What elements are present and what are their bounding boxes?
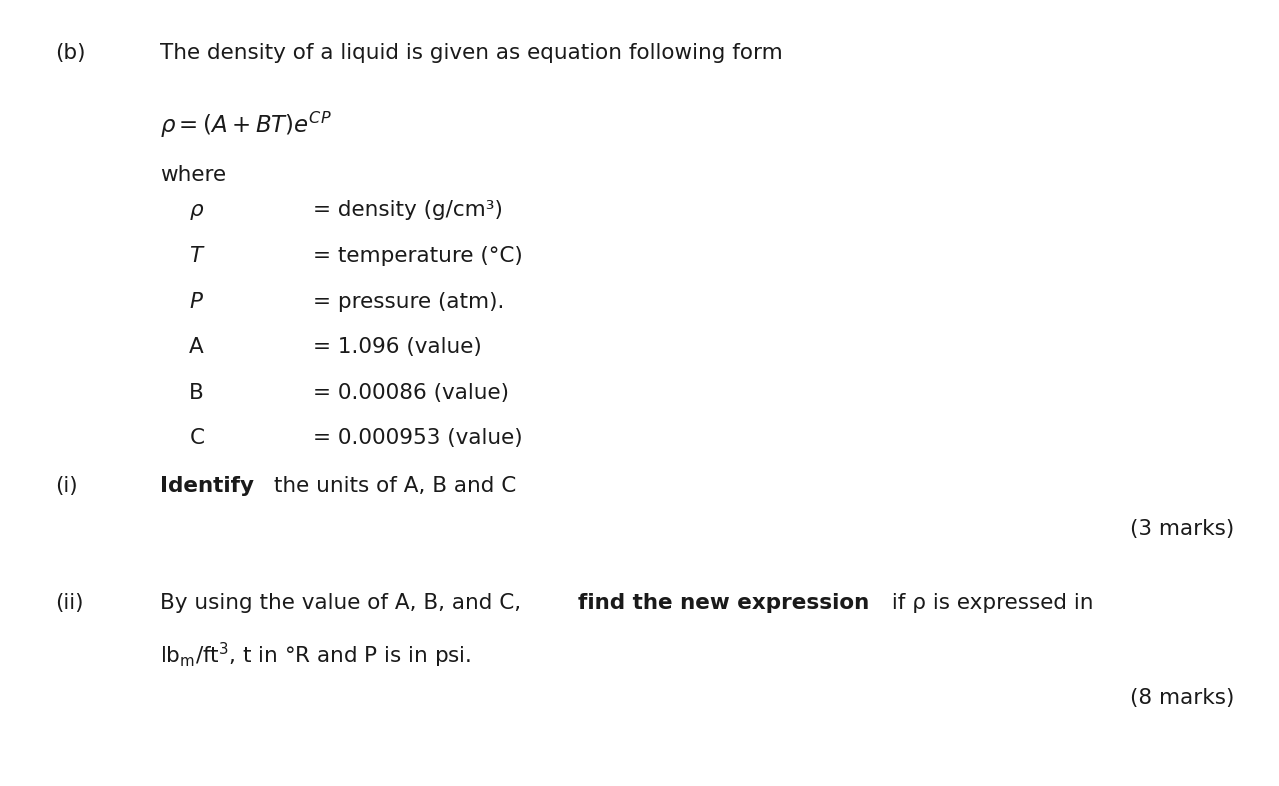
Text: P: P [189,292,202,311]
Text: = pressure (atm).: = pressure (atm). [313,292,505,311]
Text: $\rho = (A + BT)e^{CP}$: $\rho = (A + BT)e^{CP}$ [160,110,331,140]
Text: The density of a liquid is given as equation following form: The density of a liquid is given as equa… [160,43,783,63]
Text: where: where [160,165,226,185]
Text: A: A [189,337,205,357]
Text: By using the value of A, B, and C,: By using the value of A, B, and C, [160,593,528,613]
Text: (b): (b) [55,43,86,63]
Text: if ρ is expressed in: if ρ is expressed in [885,593,1094,613]
Text: = density (g/cm³): = density (g/cm³) [313,200,503,220]
Text: find the new expression: find the new expression [578,593,870,613]
Text: T: T [189,246,202,266]
Text: (8 marks): (8 marks) [1129,688,1234,707]
Text: C: C [189,428,205,448]
Text: = temperature (°C): = temperature (°C) [313,246,523,266]
Text: (3 marks): (3 marks) [1129,519,1234,538]
Text: = 1.096 (value): = 1.096 (value) [313,337,482,357]
Text: = 0.000953 (value): = 0.000953 (value) [313,428,523,448]
Text: Identify: Identify [160,476,253,495]
Text: (ii): (ii) [55,593,83,613]
Text: ρ: ρ [189,200,203,220]
Text: = 0.00086 (value): = 0.00086 (value) [313,383,509,402]
Text: (i): (i) [55,476,78,495]
Text: lb$_\mathregular{m}$/ft$^3$, t in °R and P is in psi.: lb$_\mathregular{m}$/ft$^3$, t in °R and… [160,641,472,670]
Text: B: B [189,383,205,402]
Text: the units of A, B and C: the units of A, B and C [266,476,515,495]
